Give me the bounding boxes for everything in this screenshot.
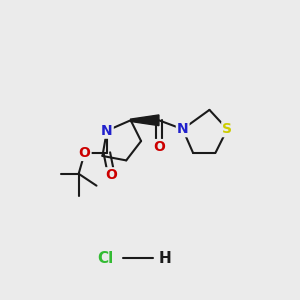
Text: N: N: [101, 124, 113, 138]
Text: O: O: [105, 168, 117, 182]
Text: Cl: Cl: [97, 251, 113, 266]
Text: S: S: [222, 122, 232, 136]
Text: H: H: [158, 251, 171, 266]
Text: O: O: [153, 140, 165, 154]
Text: N: N: [177, 122, 188, 136]
Text: O: O: [79, 146, 91, 160]
Polygon shape: [131, 115, 159, 126]
